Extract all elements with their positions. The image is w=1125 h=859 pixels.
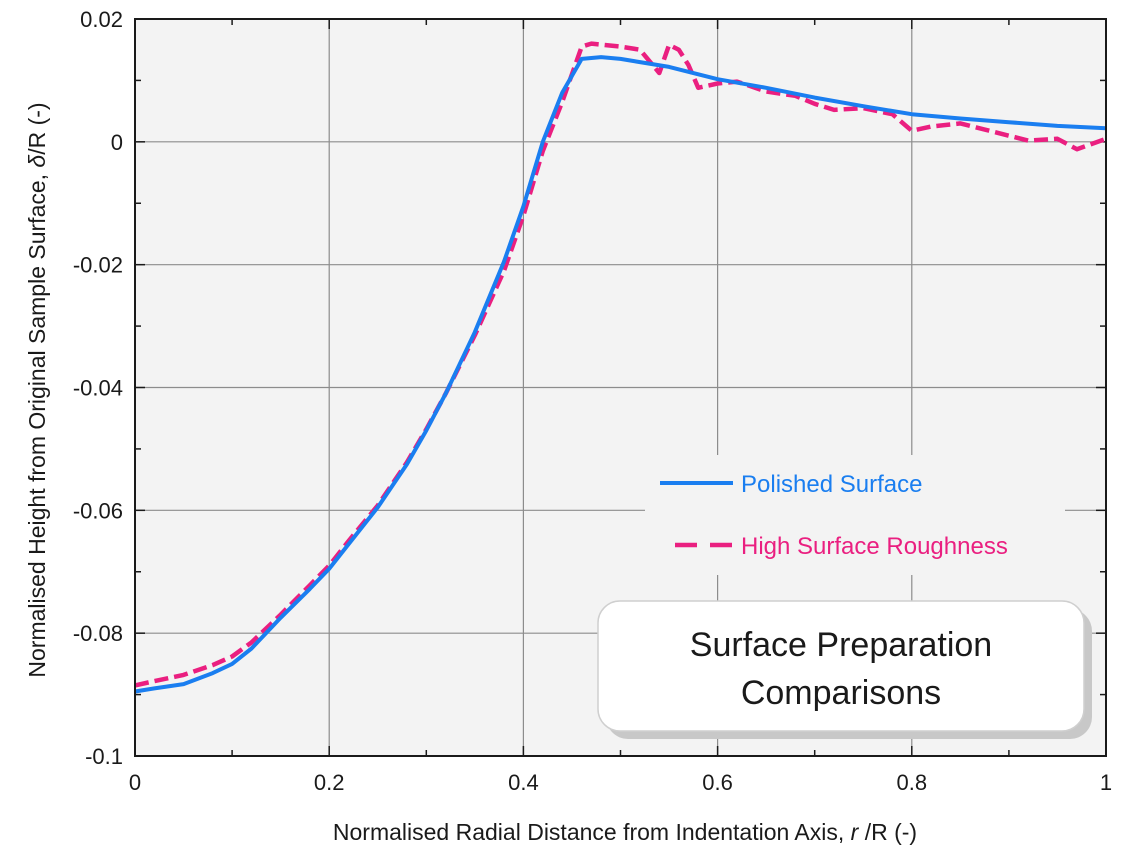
y-tick-label: -0.06 [73, 498, 123, 523]
x-tick-labels: 0 0.2 0.4 0.6 0.8 1 [129, 770, 1112, 795]
x-tick-label: 0.8 [897, 770, 928, 795]
annotation-line-1: Surface Preparation [690, 626, 992, 664]
series-line-polished [134, 55, 1107, 694]
x-tick-label: 0.6 [702, 770, 733, 795]
y-axis-label: Normalised Height from Original Sample S… [24, 102, 50, 677]
y-tick-label: 0.02 [80, 7, 123, 32]
x-tick-label: 0.2 [314, 770, 345, 795]
x-tick-label: 0 [129, 770, 141, 795]
series-line-rough [134, 41, 1107, 688]
annotation-line-2: Comparisons [741, 674, 941, 712]
y-tick-label: -0.02 [73, 253, 123, 278]
y-tick-labels: -0.1 -0.08 -0.06 -0.04 -0.02 0 0.02 [73, 7, 123, 769]
y-tick-label: 0 [111, 130, 123, 155]
plot-frame [134, 18, 1107, 757]
legend: Polished Surface High Surface Roughness [645, 455, 1065, 575]
y-tick-label: -0.08 [73, 621, 123, 646]
annotation-box: Surface Preparation Comparisons [597, 600, 1092, 739]
legend-entry-rough: High Surface Roughness [741, 533, 1008, 560]
series-layer [134, 41, 1107, 694]
x-tick-label: 1 [1100, 770, 1112, 795]
x-tick-label: 0.4 [508, 770, 539, 795]
y-tick-label: -0.04 [73, 376, 123, 401]
y-tick-label: -0.1 [85, 744, 123, 769]
legend-entry-polished: Polished Surface [741, 471, 922, 498]
x-axis-label: Normalised Radial Distance from Indentat… [333, 819, 917, 845]
